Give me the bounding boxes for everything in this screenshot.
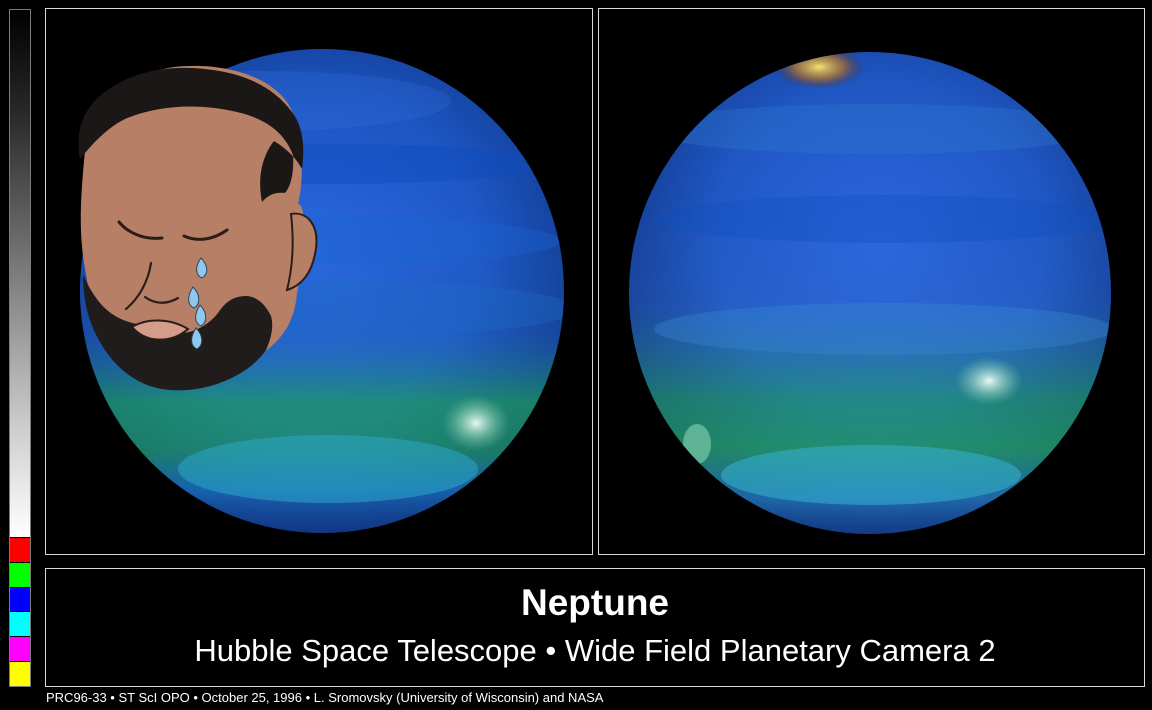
cyan-swatch	[10, 611, 30, 637]
yellow-swatch	[10, 661, 30, 687]
bright-cloud-spot-right	[955, 357, 1023, 405]
magenta-swatch	[10, 636, 30, 662]
blue-swatch	[10, 586, 30, 612]
caption-box: Neptune Hubble Space Telescope • Wide Fi…	[45, 568, 1145, 687]
grayscale-gradient	[10, 10, 30, 537]
neptune-image-left	[45, 8, 593, 555]
neptune-right-svg	[629, 52, 1111, 534]
green-swatch	[10, 561, 30, 587]
neptune-image-right	[598, 8, 1145, 555]
bright-cloud-spot	[442, 395, 510, 451]
crying-face-overlay	[78, 65, 318, 391]
polar-highlight	[774, 52, 864, 89]
neptune-left-svg	[78, 49, 564, 533]
credit-line: PRC96-33 • ST ScI OPO • October 25, 1996…	[46, 690, 604, 705]
image-subtitle: Hubble Space Telescope • Wide Field Plan…	[194, 633, 996, 668]
color-scale-bar	[9, 9, 31, 687]
image-title: Neptune	[521, 582, 669, 623]
red-swatch	[10, 536, 30, 562]
